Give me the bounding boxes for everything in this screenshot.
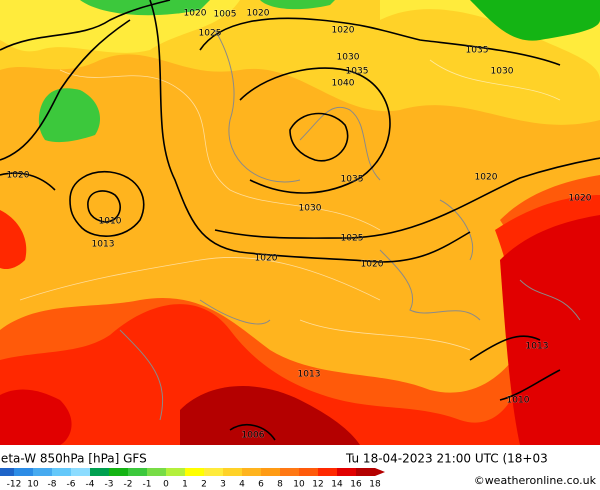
colorbar-label: 4 — [239, 480, 245, 490]
isobar-label: 1020 — [361, 260, 384, 270]
red-region-west — [0, 210, 27, 270]
colorbar-swatch — [280, 468, 299, 476]
dark-red-region-sw — [0, 389, 72, 445]
isobar-label: 1020 — [7, 171, 30, 181]
colorbar-label: 6 — [258, 480, 264, 490]
isobar-label: 1020 — [184, 9, 207, 19]
colorbar: -12 10 -8 -6 -4 -3 -2 -1 0 1 2 3 4 6 8 10 12 14 16 18 — [0, 468, 385, 490]
colorbar-arrow — [375, 468, 385, 476]
colorbar-swatch — [318, 468, 337, 476]
colorbar-swatch — [223, 468, 242, 476]
colorbar-swatch — [0, 468, 14, 476]
dark-red-region-south — [180, 386, 360, 445]
colorbar-label: -2 — [124, 480, 133, 490]
colorbar-swatch — [242, 468, 261, 476]
colorbar-swatch — [14, 468, 33, 476]
colorbar-label: 0 — [163, 480, 169, 490]
colorbar-label: 16 — [350, 480, 362, 490]
colorbar-swatch — [33, 468, 52, 476]
colorbar-label: 12 — [312, 480, 323, 490]
credit: ©weatheronline.co.uk — [474, 474, 597, 487]
dark-red-region-east — [500, 215, 600, 445]
colorbar-label: 3 — [220, 480, 226, 490]
colorbar-label: 8 — [277, 480, 283, 490]
footer-background — [0, 445, 600, 490]
colorbar-swatch — [299, 468, 318, 476]
isobar-label: 1020 — [475, 173, 498, 183]
colorbar-swatch — [356, 468, 375, 476]
green-region-top — [260, 0, 335, 10]
isobar-label: 1020 — [569, 194, 592, 204]
colorbar-label: 1 — [182, 480, 188, 490]
map-datetime: Tu 18-04-2023 21:00 UTC (18+03 — [345, 452, 548, 466]
isobar-label: 1010 — [507, 396, 530, 406]
colorbar-swatch — [52, 468, 71, 476]
colorbar-swatch — [90, 468, 109, 476]
isobars — [0, 0, 600, 441]
colorbar-label: 14 — [331, 480, 343, 490]
isobar-label: 1005 — [214, 10, 237, 20]
isobar-label: 1010 — [99, 217, 122, 227]
coastlines — [119, 29, 581, 421]
isobar-label: 1006 — [242, 431, 265, 441]
colorbar-swatch — [185, 468, 204, 476]
isobar-label: 1035 — [346, 67, 369, 77]
map-title: Theta-W 850hPa [hPa] GFS — [0, 452, 147, 466]
colorbar-swatch — [204, 468, 223, 476]
colorbar-label: -6 — [67, 480, 76, 490]
isobar-label: 1025 — [341, 234, 364, 244]
colorbar-swatch — [337, 468, 356, 476]
isobar-label: 1025 — [199, 29, 222, 39]
isobar-label: 1030 — [299, 204, 322, 214]
isobar-label: 1013 — [92, 240, 115, 250]
isobar-label: 1035 — [341, 175, 364, 185]
colorbar-swatch — [147, 468, 166, 476]
colorbar-label: 10 — [293, 480, 305, 490]
colorbar-label: 10 — [27, 480, 39, 490]
colorbar-label: -12 — [7, 480, 22, 490]
colorbar-swatch — [128, 468, 147, 476]
colorbar-label: 18 — [369, 480, 381, 490]
isobar-label: 1020 — [247, 9, 270, 19]
colorbar-swatch — [71, 468, 90, 476]
isobar-label: 1040 — [332, 79, 355, 89]
isobar-label: 1013 — [298, 370, 321, 380]
colorbar-label: -4 — [86, 480, 95, 490]
map-area: 1020 1005 1020 1025 1020 1035 1030 1030 … — [0, 0, 600, 445]
isobar-label: 1020 — [332, 26, 355, 36]
isobar-label: 1013 — [526, 342, 549, 352]
colorbar-label: 2 — [201, 480, 207, 490]
temperature-contours — [19, 59, 561, 351]
isobar-label: 1035 — [466, 46, 489, 56]
red-region — [0, 195, 600, 445]
colorbar-swatch — [109, 468, 128, 476]
colorbar-label: -1 — [143, 480, 152, 490]
colorbar-swatch — [261, 468, 280, 476]
green-region-northeast — [470, 0, 600, 41]
green-region-north — [80, 0, 210, 16]
isobar-label: 1020 — [255, 254, 278, 264]
isobar-label: 1030 — [337, 53, 360, 63]
colorbar-label: -3 — [105, 480, 114, 490]
isobar-label: 1030 — [491, 67, 514, 77]
colorbar-label: -8 — [48, 480, 57, 490]
colorbar-swatch — [166, 468, 185, 476]
